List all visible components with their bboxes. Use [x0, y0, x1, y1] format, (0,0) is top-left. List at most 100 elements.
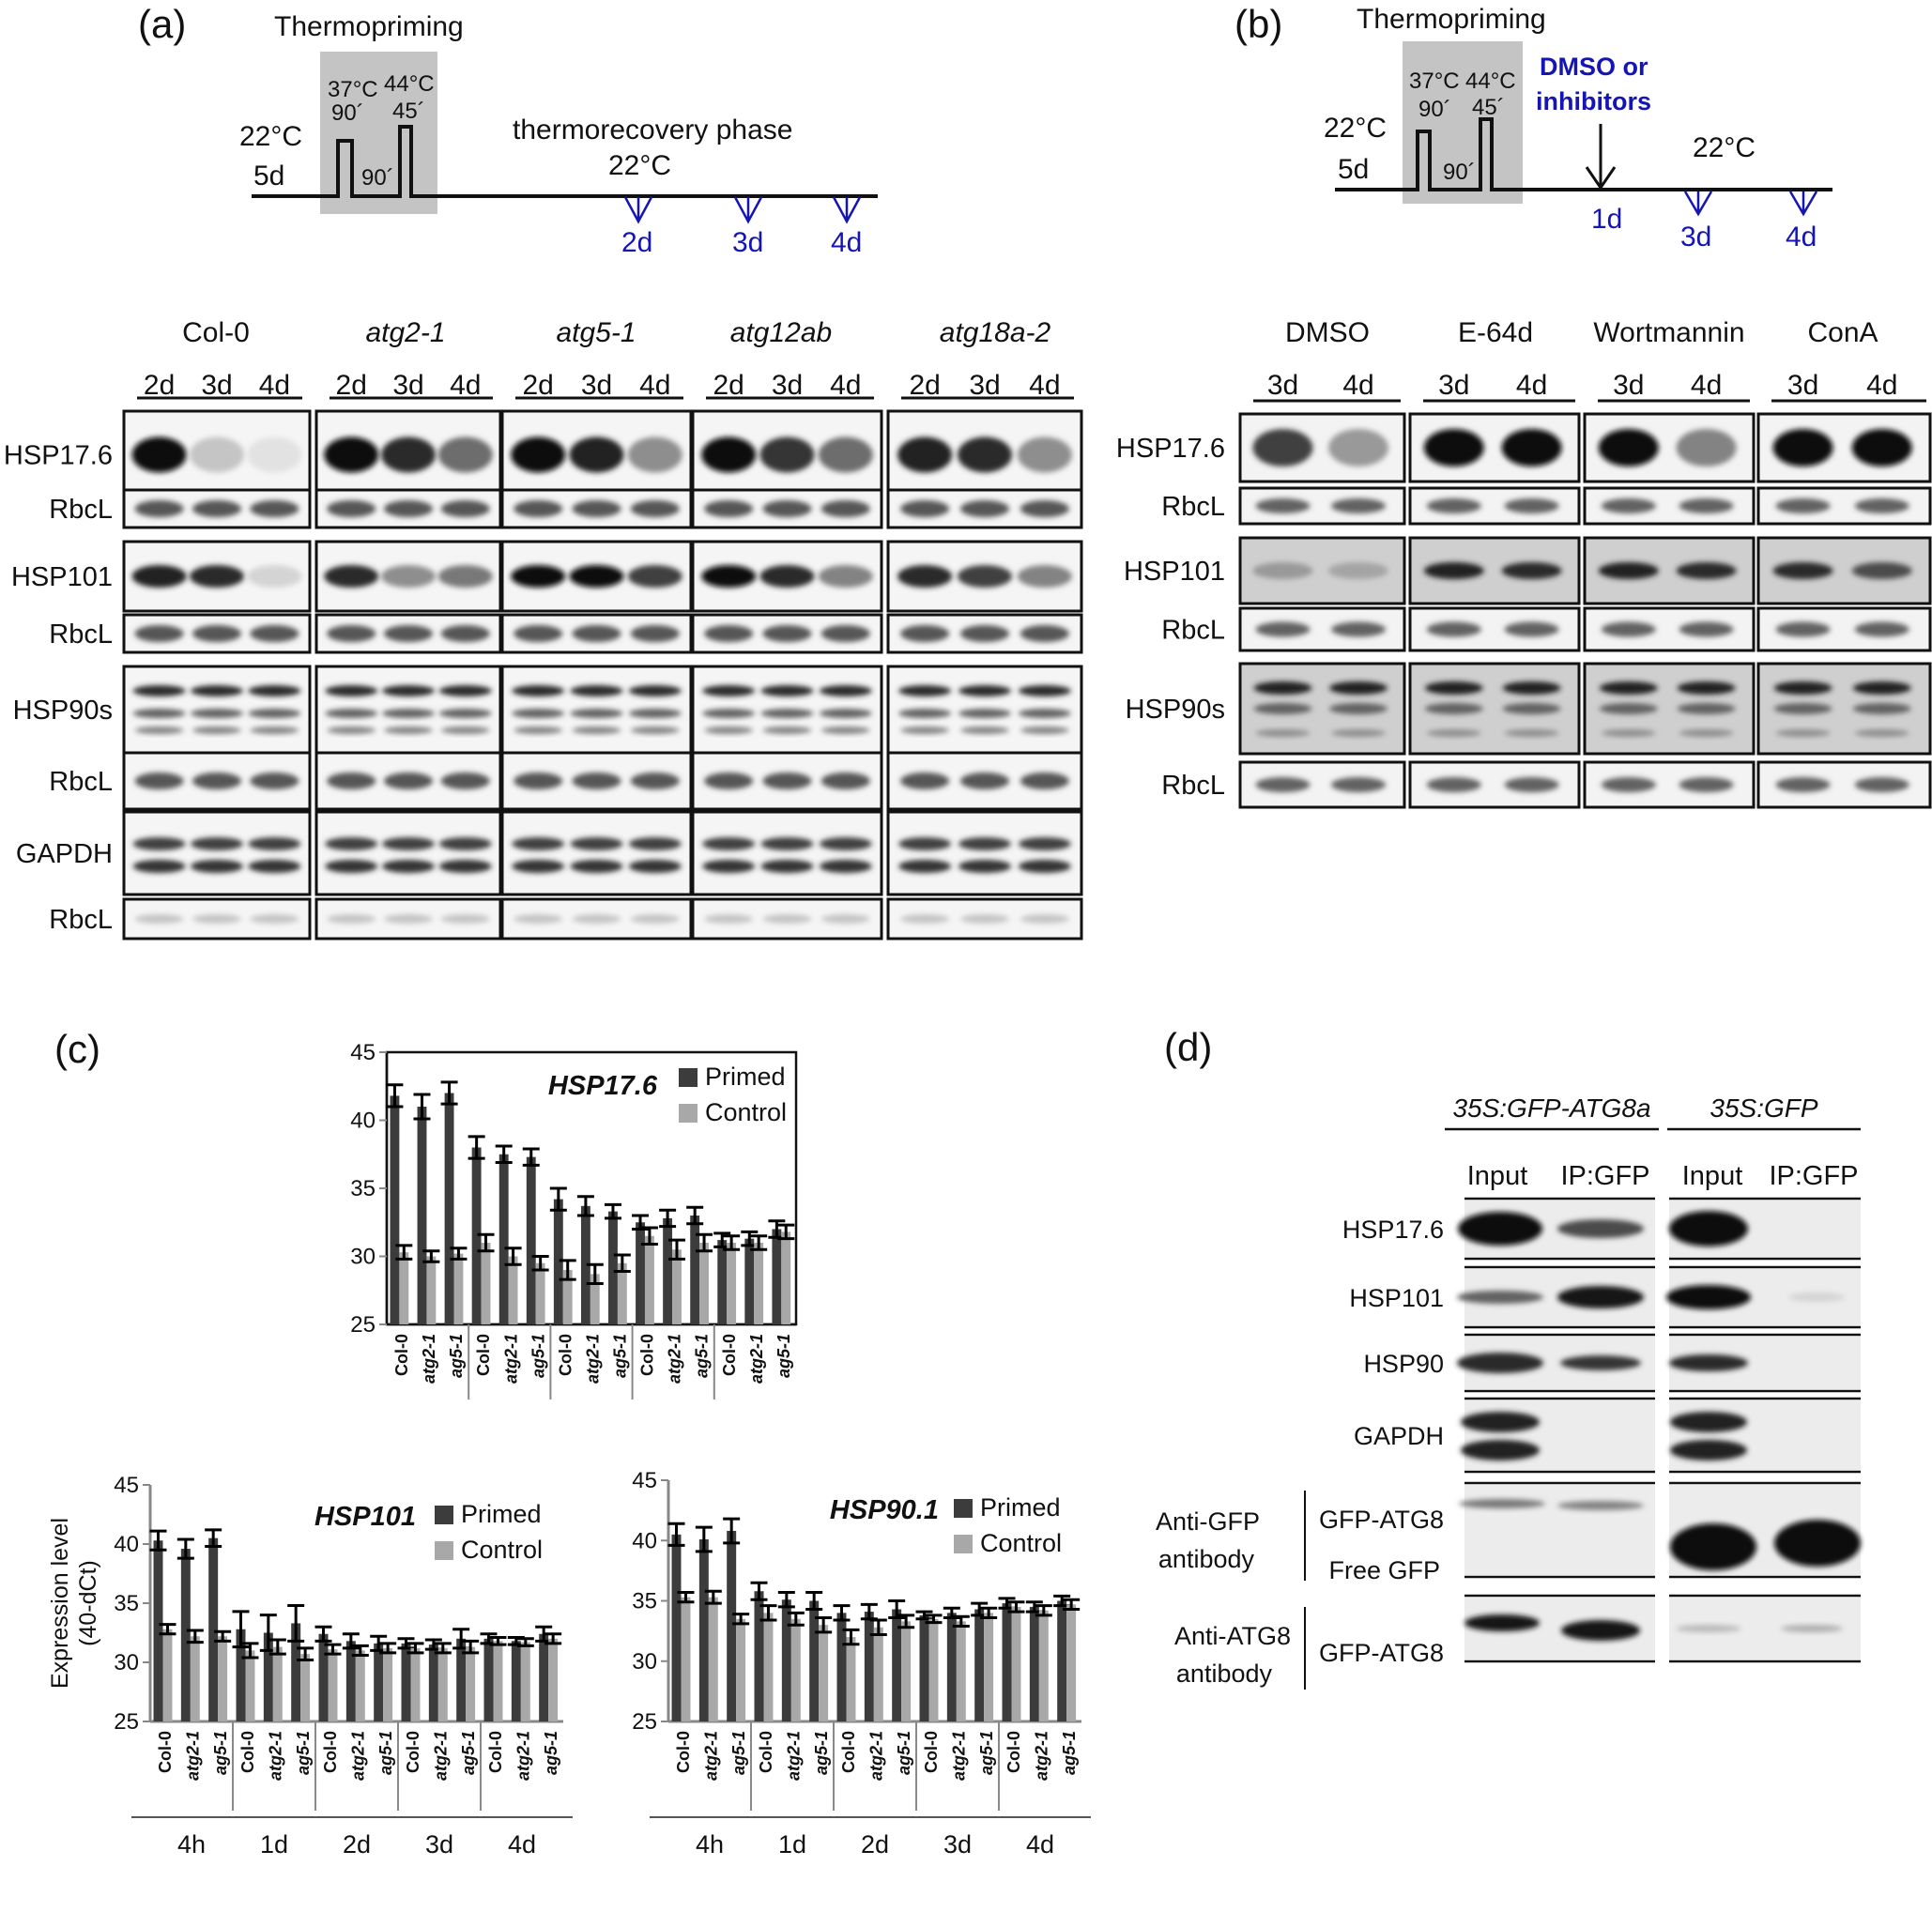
blot-row-label: RbcL: [49, 619, 113, 650]
primed-bar: [153, 1540, 163, 1721]
protein-band: [1328, 562, 1388, 579]
error-bar: [342, 1632, 360, 1650]
gap-duration: 90´: [361, 165, 394, 191]
protein-band: [1424, 681, 1483, 695]
error-bar: [980, 1606, 998, 1619]
genotype-tick-label: Col-0: [392, 1334, 411, 1376]
control-bar: [699, 1243, 709, 1324]
pulse1-temp: 37°C: [328, 77, 378, 102]
legend-label: Control: [705, 1098, 787, 1126]
rbcl-band: [960, 914, 1009, 924]
rbcl-band: [630, 772, 680, 789]
rbcl-band: [704, 500, 754, 517]
genotype-tick-label: atg2-1: [747, 1334, 766, 1384]
protein-band: [1772, 429, 1833, 467]
protein-band: [630, 727, 680, 734]
protein-band: [1676, 429, 1737, 467]
sample-day: 4d: [1786, 222, 1817, 252]
control-bar: [763, 1613, 774, 1721]
primed-bar: [608, 1211, 618, 1324]
protein-band: [1423, 562, 1484, 579]
genotype-tick-label: Col-0: [321, 1731, 340, 1773]
control-bar: [1038, 1610, 1049, 1721]
control-bar: [437, 1647, 448, 1721]
timepoint-label: 3d: [969, 370, 1000, 401]
protein-band: [570, 685, 623, 696]
rbcl-band: [134, 772, 184, 789]
genotype-tick-label: atg2-1: [266, 1731, 284, 1781]
primed-bar: [263, 1632, 273, 1721]
genotype-tick-label: atg2-1: [583, 1334, 602, 1384]
blot-row-label: RbcL: [49, 495, 113, 525]
control-bar: [708, 1597, 718, 1721]
rbcl-band: [960, 625, 1009, 642]
genotype-tick-label: atg2-1: [701, 1731, 720, 1781]
rbcl-band: [900, 500, 950, 517]
error-bar: [576, 1195, 594, 1217]
protein-band: [1423, 429, 1484, 467]
protein-band: [1252, 562, 1313, 579]
protein-band: [1328, 429, 1388, 467]
blot-row-label: HSP101: [1124, 557, 1225, 587]
genotype-tick-label: ag5-1: [529, 1334, 547, 1378]
rbcl-band: [514, 772, 563, 789]
error-bar: [452, 1628, 470, 1650]
y-axis-label: (40-dCt): [75, 1560, 101, 1646]
construct-label: 35S:GFP: [1710, 1094, 1817, 1123]
error-bar: [232, 1610, 250, 1649]
protein-band: [191, 837, 243, 850]
protein-band: [247, 565, 302, 588]
protein-band: [1018, 837, 1071, 850]
control-bar: [190, 1636, 200, 1721]
sampling-arrows: [623, 196, 862, 224]
primed-bar: [483, 1638, 494, 1721]
genotype-tick-label: Col-0: [757, 1731, 775, 1773]
protein-band: [1599, 681, 1658, 695]
primed-bar: [727, 1530, 737, 1721]
protein-band: [1788, 1293, 1845, 1302]
treatment-label: E-64d: [1458, 317, 1533, 348]
antibody-label: Anti-ATG8: [1174, 1622, 1291, 1650]
protein-band: [381, 436, 436, 473]
protein-band: [382, 709, 435, 718]
rbcl-band: [1020, 625, 1069, 642]
control-bar: [399, 1252, 409, 1324]
genotype-tick-label: Col-0: [839, 1731, 858, 1773]
rbcl-band: [1679, 498, 1734, 513]
protein-band: [512, 860, 565, 873]
protein-band: [569, 436, 624, 473]
timepoint-label: 4d: [259, 370, 290, 401]
protein-band: [1017, 436, 1072, 473]
timepoint-label: 3d: [1613, 370, 1644, 401]
timepoint-label: 4d: [1691, 370, 1722, 401]
rbcl-band: [384, 625, 433, 642]
control-bar: [901, 1621, 912, 1721]
timepoint-label: 2d: [336, 370, 367, 401]
protein-band: [627, 436, 682, 473]
error-bar: [659, 1208, 677, 1229]
control-bar: [383, 1647, 393, 1721]
control-bar: [727, 1243, 737, 1324]
rbcl-band: [1775, 498, 1831, 513]
protein-band: [702, 860, 756, 873]
rbcl-band: [820, 914, 870, 924]
primed-bar: [553, 1199, 563, 1324]
rbcl-band: [327, 914, 376, 924]
error-bar: [531, 1255, 549, 1272]
protein-band: [627, 565, 682, 588]
blot-row-label: HSP90s: [13, 696, 113, 726]
panel-a-label: (a): [138, 2, 186, 46]
protein-band: [898, 709, 952, 718]
sample-day: 3d: [732, 227, 763, 258]
rbcl-band: [250, 625, 299, 642]
timepoint-label: 3d: [1438, 370, 1469, 401]
rbcl-band: [327, 772, 376, 789]
y-tick-label: 40: [350, 1109, 376, 1134]
control-bar: [672, 1249, 682, 1324]
protein-band: [897, 436, 953, 473]
control-bar: [819, 1625, 829, 1721]
protein-band: [324, 565, 379, 588]
genotype-tick-label: ag5-1: [294, 1731, 313, 1775]
genotype-tick-label: ag5-1: [977, 1731, 996, 1775]
